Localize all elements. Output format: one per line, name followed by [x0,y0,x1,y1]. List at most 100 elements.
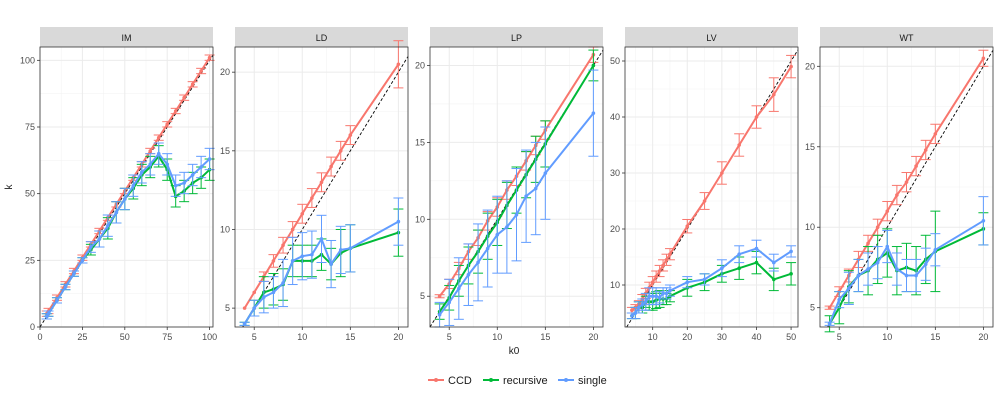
y-tick-label: 30 [610,168,620,178]
series-line-CCD [45,57,211,315]
facet-strip [40,27,213,47]
data-point-CCD [661,263,665,268]
data-point-single [447,300,452,305]
data-point-single [242,322,247,326]
data-point-single [165,162,170,167]
data-point-single [55,298,59,303]
data-point-single [173,183,178,188]
data-point-single [310,252,314,257]
data-point-single [650,294,655,299]
data-point-single [533,186,538,191]
data-point-single [329,262,333,266]
x-tick-label: 10 [648,332,658,342]
data-point-single [300,254,305,259]
data-point-single [44,314,49,319]
data-point-single [923,262,928,267]
data-point-single [139,170,144,175]
data-point-single [885,244,890,249]
data-point-CCD [271,259,276,263]
y-tick-label: 100 [20,55,35,65]
data-point-single [466,272,471,277]
y-tick-label: 75 [25,122,35,132]
data-point-CCD [720,171,724,175]
data-point-single [437,312,442,317]
legend-label-CCD: CCD [448,375,472,387]
data-point-single [485,246,490,251]
y-tick-label: 5 [225,303,230,313]
x-tick-label: 10 [882,332,892,342]
panel-border [429,46,604,328]
data-point-single [72,271,76,276]
data-point-CCD [914,164,918,168]
y-tick-label: 10 [415,214,425,224]
data-point-single [476,260,480,265]
data-point-CCD [182,95,186,100]
data-point-CCD [771,92,776,97]
data-point-single [514,212,519,217]
y-tick-label: 20 [415,60,425,70]
data-point-single [89,245,93,249]
y-tick-label: 15 [220,146,230,156]
y-tick-label: 10 [805,222,815,232]
data-point-CCD [754,115,759,119]
facet-strip [625,27,798,47]
data-point-CCD [338,149,343,153]
y-tick-label: 10 [220,224,230,234]
x-tick-label: 15 [930,332,940,342]
data-point-single [182,181,186,185]
y-axis-title: k [4,184,15,190]
data-point-single [737,252,741,256]
data-point-single [668,288,672,293]
data-point-CCD [190,82,195,87]
data-point-CCD [329,164,333,169]
data-point-CCD [657,269,662,273]
data-point-single [630,314,634,318]
data-point-single [640,302,645,307]
data-point-single [933,247,938,252]
data-point-single [190,173,195,177]
panel-border [39,46,214,328]
x-axis-title: k0 [509,346,520,357]
data-point-single [148,162,153,167]
data-point-single [396,219,401,224]
data-point-CCD [156,135,161,140]
data-point-single [319,237,324,241]
data-point-CCD [300,211,305,216]
legend-label-recursive: recursive [503,375,548,387]
data-point-CCD [207,55,212,60]
data-point-CCD [685,224,690,228]
y-tick-label: 0 [30,322,35,332]
data-point-single [97,237,102,241]
data-point-single [981,218,986,223]
x-tick-label: 20 [682,332,692,342]
data-point-single [685,280,690,285]
x-tick-label: 75 [162,332,172,342]
data-point-single [348,246,353,251]
series-line-single [45,152,211,317]
reference-line [827,49,994,328]
x-tick-label: 50 [120,332,130,342]
data-point-single [827,321,832,326]
x-tick-label: 15 [540,332,550,342]
data-point-single [207,157,212,161]
legend-key-point-CCD [434,378,438,382]
data-point-CCD [290,227,295,232]
data-point-CCD [789,64,793,69]
data-point-single [591,111,596,115]
data-point-CCD [348,133,353,137]
data-point-CCD [702,199,707,203]
data-point-single [895,267,899,271]
x-tick-label: 5 [447,332,452,342]
x-tick-label: 30 [717,332,727,342]
data-point-single [664,291,669,296]
data-point-single [856,273,861,278]
data-point-CCD [199,69,203,73]
x-tick-label: 5 [252,332,257,342]
data-point-single [847,286,851,291]
data-point-CCD [437,294,442,299]
panel-border [819,46,994,328]
data-point-single [123,197,127,201]
data-point-single [657,295,662,300]
legend-label-single: single [578,375,607,387]
